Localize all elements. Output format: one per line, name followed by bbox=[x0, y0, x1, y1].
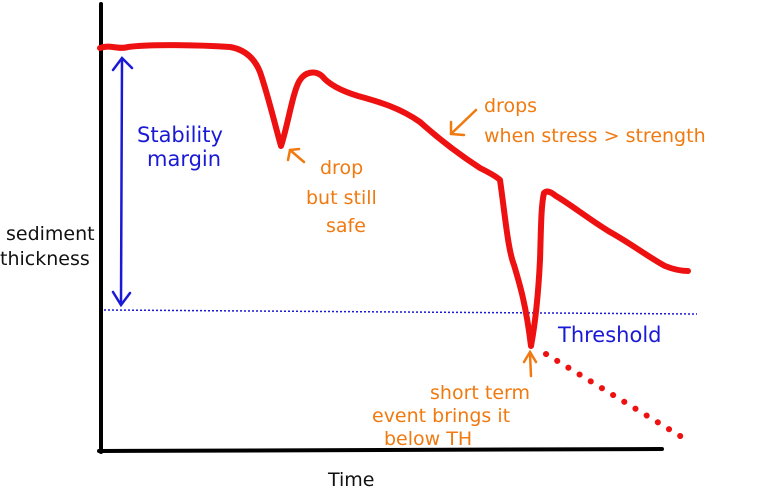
arrow-drop-safe bbox=[286, 147, 306, 164]
projected-decline-dots bbox=[543, 351, 693, 445]
drop-safe-label-2: but still bbox=[306, 187, 377, 209]
drops-when-label-2: when stress > strength bbox=[484, 125, 706, 147]
sediment-thickness-curve bbox=[97, 42, 691, 349]
short-term-label-2: event brings it bbox=[372, 405, 510, 427]
short-term-label-3: below TH bbox=[384, 428, 472, 450]
y-axis-label-line2: thickness bbox=[0, 248, 90, 270]
drop-safe-label-3: safe bbox=[326, 215, 366, 237]
y-axis-label-line1: sediment bbox=[6, 223, 95, 245]
arrow-short-term bbox=[522, 349, 538, 378]
stability-margin-arrow bbox=[111, 56, 134, 308]
drops-when-label-1: drops bbox=[484, 95, 537, 117]
stability-margin-label-1: Stability bbox=[137, 123, 223, 147]
drop-safe-label-1: drop bbox=[320, 157, 363, 179]
threshold-line bbox=[103, 309, 698, 315]
x-axis-label: Time bbox=[327, 469, 375, 491]
stability-margin-label-2: margin bbox=[147, 147, 221, 171]
arrow-drops-when bbox=[449, 108, 478, 137]
x-axis bbox=[97, 447, 664, 453]
short-term-label-1: short term bbox=[430, 382, 530, 404]
threshold-label: Threshold bbox=[557, 323, 662, 347]
